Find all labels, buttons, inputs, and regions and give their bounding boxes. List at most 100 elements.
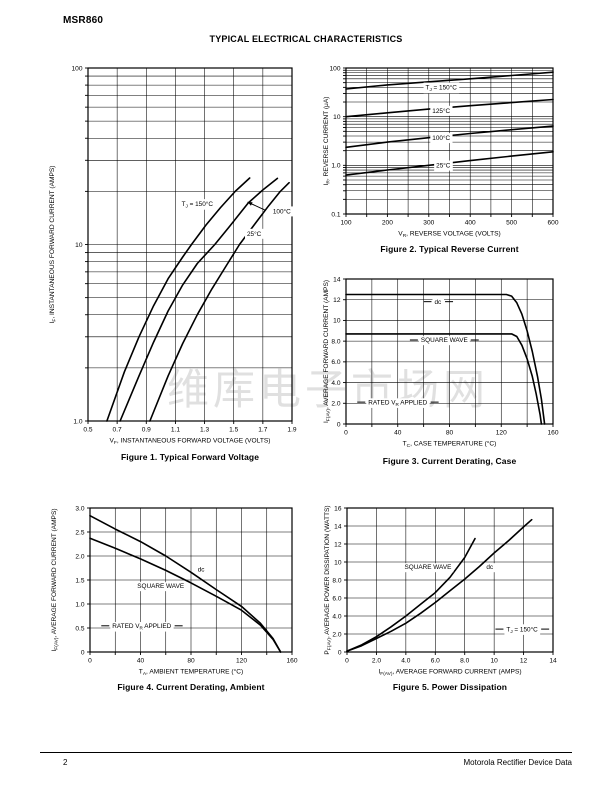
- svg-text:8.0: 8.0: [460, 658, 469, 665]
- svg-text:1.1: 1.1: [171, 427, 180, 434]
- svg-text:120: 120: [236, 658, 247, 665]
- svg-text:12: 12: [334, 541, 342, 548]
- svg-text:4.0: 4.0: [331, 380, 340, 387]
- svg-text:0: 0: [344, 430, 348, 437]
- svg-text:100°C: 100°C: [432, 134, 450, 142]
- svg-text:IF(AV), AVERAGE FORWARD CURREN: IF(AV), AVERAGE FORWARD CURRENT (AMPS): [51, 508, 60, 651]
- device-title: MSR860: [63, 15, 104, 26]
- svg-text:10: 10: [334, 559, 342, 566]
- svg-text:RATED VR APPLIED: RATED VR APPLIED: [112, 623, 171, 631]
- svg-text:600: 600: [547, 220, 558, 227]
- svg-text:dc: dc: [486, 564, 494, 571]
- svg-text:0: 0: [81, 649, 85, 656]
- svg-text:80: 80: [187, 658, 195, 665]
- svg-text:0.9: 0.9: [142, 427, 151, 434]
- svg-text:300: 300: [423, 220, 434, 227]
- svg-text:RATED VR APPLIED: RATED VR APPLIED: [368, 399, 427, 407]
- svg-text:14: 14: [549, 658, 557, 665]
- svg-text:6.0: 6.0: [431, 658, 440, 665]
- svg-text:2.0: 2.0: [331, 401, 340, 408]
- figure-5: 0 2.0 4.0 6.0 8.0 10 12 14 0 2.0 4.0 6.0 8.0 10 12 14 16…: [318, 502, 580, 692]
- footer-text: Motorola Rectifier Device Data: [463, 758, 572, 767]
- figure-1-caption: Figure 1. Typical Forward Voltage: [120, 452, 260, 462]
- svg-text:8.0: 8.0: [332, 577, 341, 584]
- figure-5-chart: 0 2.0 4.0 6.0 8.0 10 12 14 0 2.0 4.0 6.0 8.0 10 12 14 16…: [324, 505, 557, 678]
- svg-text:IR, REVERSE CURRENT (μA): IR, REVERSE CURRENT (μA): [323, 97, 332, 186]
- svg-text:0.1: 0.1: [331, 211, 340, 218]
- svg-text:0: 0: [88, 658, 92, 665]
- svg-text:SQUARE WAVE: SQUARE WAVE: [404, 564, 451, 571]
- figure-2-chart: 100 200 300 400 500 600 0.1 1.0 10 100 VR, REVERSE…: [323, 65, 559, 240]
- svg-text:12: 12: [520, 658, 528, 665]
- figure-2: 100 200 300 400 500 600 0.1 1.0 10 100 VR, REVERSE…: [318, 62, 580, 254]
- svg-text:1.0: 1.0: [73, 418, 82, 425]
- svg-text:IF, INSTANTANEOUS FORWARD CURR: IF, INSTANTANEOUS FORWARD CURRENT (AMPS): [49, 166, 58, 324]
- svg-text:25°C: 25°C: [247, 230, 262, 238]
- svg-text:40: 40: [394, 430, 402, 437]
- svg-text:1.5: 1.5: [229, 427, 238, 434]
- svg-text:dc: dc: [198, 566, 206, 573]
- svg-text:TC, CASE TEMPERATURE (°C): TC, CASE TEMPERATURE (°C): [403, 440, 497, 450]
- svg-text:8.0: 8.0: [331, 338, 340, 345]
- figure-4: 0 40 80 120 160 0 0.5 1.0 1.5 2.0 2.5 3.0 TA, AMBIEN…: [40, 502, 308, 692]
- svg-text:PF(AV), AVERAGE POWER DISSIPAT: PF(AV), AVERAGE POWER DISSIPATION (WATTS…: [324, 505, 333, 654]
- svg-text:SQUARE WAVE: SQUARE WAVE: [137, 583, 184, 590]
- page-number: 2: [63, 758, 68, 767]
- svg-text:14: 14: [333, 276, 341, 283]
- figure-1: 0.5 0.7 0.9 1.1 1.3 1.5 1.7 1.9 1.0 10 100 VF, INST…: [40, 62, 308, 462]
- svg-text:4.0: 4.0: [401, 658, 410, 665]
- svg-text:0.7: 0.7: [113, 427, 122, 434]
- svg-text:100: 100: [71, 65, 82, 72]
- svg-text:160: 160: [286, 658, 297, 665]
- figure-3-chart: 0 40 80 120 160 0 2.0 4.0 6.0 8.0 10 12 14 TC, CASE T…: [323, 276, 559, 450]
- svg-text:3.0: 3.0: [75, 505, 84, 512]
- svg-text:2.0: 2.0: [75, 553, 84, 560]
- svg-text:1.0: 1.0: [75, 601, 84, 608]
- svg-text:TJ = 150°C: TJ = 150°C: [182, 200, 214, 209]
- svg-text:1.0: 1.0: [331, 163, 340, 170]
- svg-text:VF, INSTANTANEOUS FORWARD VOLT: VF, INSTANTANEOUS FORWARD VOLTAGE (VOLTS…: [110, 438, 271, 447]
- svg-text:40: 40: [137, 658, 145, 665]
- svg-text:2.5: 2.5: [75, 529, 84, 536]
- svg-text:12: 12: [333, 297, 341, 304]
- page-footer: 2 Motorola Rectifier Device Data: [40, 752, 572, 767]
- svg-text:6.0: 6.0: [331, 359, 340, 366]
- svg-text:100°C: 100°C: [273, 207, 291, 215]
- svg-text:TJ = 150°C: TJ = 150°C: [506, 625, 538, 634]
- svg-text:0: 0: [337, 421, 341, 428]
- svg-text:14: 14: [334, 523, 342, 530]
- svg-text:VR, REVERSE VOLTAGE (VOLTS): VR, REVERSE VOLTAGE (VOLTS): [398, 231, 500, 240]
- svg-text:10: 10: [75, 242, 83, 249]
- svg-text:80: 80: [446, 430, 454, 437]
- svg-text:TA, AMBIENT TEMPERATURE (°C): TA, AMBIENT TEMPERATURE (°C): [139, 668, 243, 678]
- figure-4-chart: 0 40 80 120 160 0 0.5 1.0 1.5 2.0 2.5 3.0 TA, AMBIEN…: [51, 505, 298, 678]
- svg-text:6.0: 6.0: [332, 595, 341, 602]
- svg-text:IF(AV), AVERAGE FORWARD CURREN: IF(AV), AVERAGE FORWARD CURRENT (AMPS): [378, 669, 521, 678]
- svg-text:0: 0: [345, 658, 349, 665]
- svg-text:0: 0: [338, 649, 342, 656]
- svg-text:200: 200: [382, 220, 393, 227]
- figure-2-caption: Figure 2. Typical Reverse Current: [380, 244, 519, 254]
- svg-text:dc: dc: [434, 299, 442, 306]
- svg-text:500: 500: [506, 220, 517, 227]
- svg-text:TJ = 150°C: TJ = 150°C: [426, 84, 458, 93]
- svg-text:2.0: 2.0: [372, 658, 381, 665]
- svg-text:10: 10: [490, 658, 498, 665]
- figure-3-caption: Figure 3. Current Derating, Case: [382, 456, 517, 466]
- svg-text:160: 160: [547, 430, 558, 437]
- svg-text:1.7: 1.7: [258, 427, 267, 434]
- svg-text:400: 400: [465, 220, 476, 227]
- svg-text:IF(AV), AVERAGE FORWARD CURREN: IF(AV), AVERAGE FORWARD CURRENT (AMPS): [323, 280, 332, 423]
- section-title: TYPICAL ELECTRICAL CHARACTERISTICS: [209, 34, 403, 44]
- svg-text:2.0: 2.0: [332, 631, 341, 638]
- svg-text:100: 100: [329, 65, 340, 72]
- svg-text:0.5: 0.5: [75, 625, 84, 632]
- svg-text:1.5: 1.5: [75, 577, 84, 584]
- svg-text:10: 10: [333, 114, 341, 121]
- svg-text:125°C: 125°C: [432, 107, 450, 115]
- svg-text:4.0: 4.0: [332, 613, 341, 620]
- figure-1-chart: 0.5 0.7 0.9 1.1 1.3 1.5 1.7 1.9 1.0 10 100 VF, INST…: [49, 65, 297, 447]
- svg-text:25°C: 25°C: [436, 162, 451, 170]
- svg-text:SQUARE WAVE: SQUARE WAVE: [421, 337, 468, 344]
